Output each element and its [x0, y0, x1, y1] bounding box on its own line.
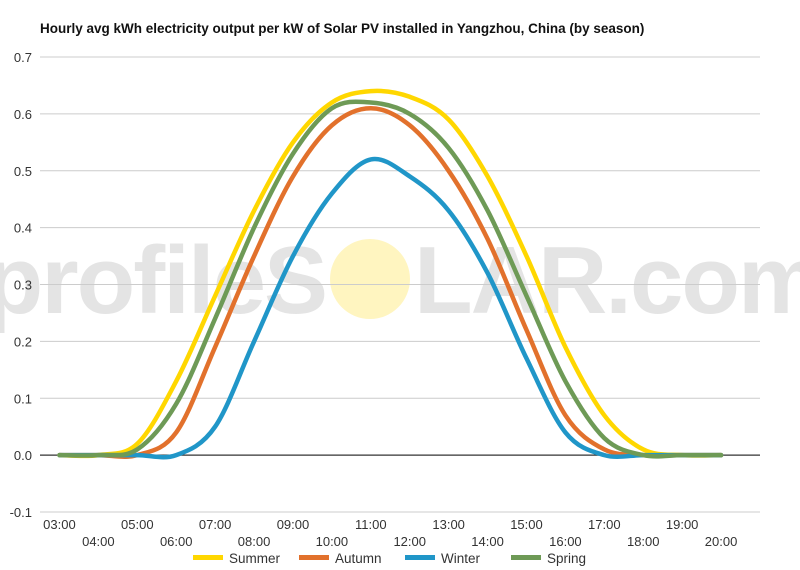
x-tick-label: 05:00: [121, 517, 154, 532]
legend-swatch-autumn: [299, 555, 329, 560]
x-tick-label: 03:00: [43, 517, 76, 532]
chart-title: Hourly avg kWh electricity output per kW…: [40, 21, 644, 36]
y-tick-label: -0.1: [10, 505, 32, 520]
legend-label-autumn: Autumn: [335, 551, 382, 566]
x-tick-label: 04:00: [82, 534, 115, 549]
legend-label-winter: Winter: [441, 551, 481, 566]
x-tick-label: 08:00: [238, 534, 271, 549]
watermark-text-left: profileS: [0, 227, 326, 334]
x-tick-label: 20:00: [705, 534, 738, 549]
x-tick-label: 09:00: [277, 517, 310, 532]
watermark: profileS O LAR.com: [0, 227, 800, 334]
legend-label-summer: Summer: [229, 551, 281, 566]
x-tick-label: 11:00: [355, 517, 387, 532]
series-line-autumn: [57, 105, 724, 460]
y-tick-label: 0.6: [14, 107, 32, 122]
series-line-winter: [57, 156, 724, 460]
x-tick-label: 13:00: [432, 517, 465, 532]
y-tick-label: 0.7: [14, 50, 32, 65]
y-tick-label: 0.1: [14, 391, 32, 406]
legend-swatch-spring: [511, 555, 541, 560]
legend-label-spring: Spring: [547, 551, 586, 566]
y-tick-label: 0.4: [14, 221, 32, 236]
x-tick-label: 19:00: [666, 517, 699, 532]
x-tick-label: 14:00: [471, 534, 504, 549]
legend: Summer Autumn Winter Spring: [193, 551, 586, 566]
series-line-summer: [57, 88, 724, 459]
y-tick-label: 0.3: [14, 278, 32, 293]
x-tick-label: 15:00: [510, 517, 543, 532]
y-tick-label: 0.0: [14, 448, 32, 463]
y-axis-ticks: -0.1 0.0 0.1 0.2 0.3 0.4 0.5 0.6 0.7: [10, 50, 32, 520]
x-tick-label: 18:00: [627, 534, 660, 549]
legend-swatch-summer: [193, 555, 223, 560]
x-tick-label: 16:00: [549, 534, 582, 549]
x-tick-label: 12:00: [393, 534, 426, 549]
series-lines: [57, 88, 724, 460]
x-tick-label: 17:00: [588, 517, 621, 532]
watermark-text-sun: O: [334, 227, 407, 334]
watermark-sun-icon: [330, 239, 410, 319]
x-axis-ticks: 03:00 05:00 07:00 09:00 11:00 13:00 15:00 17:00…: [43, 517, 737, 549]
watermark-text-right: LAR.com: [414, 227, 800, 334]
x-tick-label: 07:00: [199, 517, 232, 532]
y-tick-label: 0.2: [14, 334, 32, 349]
x-tick-label: 10:00: [316, 534, 349, 549]
series-line-spring: [57, 99, 724, 459]
legend-swatch-winter: [405, 555, 435, 560]
y-tick-label: 0.5: [14, 164, 32, 179]
x-tick-label: 06:00: [160, 534, 193, 549]
